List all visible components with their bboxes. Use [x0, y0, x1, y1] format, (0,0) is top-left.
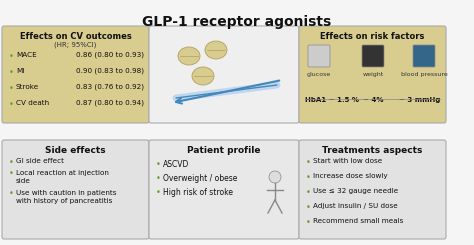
Text: (HR; 95%CI): (HR; 95%CI) [55, 42, 97, 49]
Text: Adjust insulin / SU dose: Adjust insulin / SU dose [313, 203, 398, 209]
Text: •: • [9, 170, 14, 179]
Text: 0.87 (0.80 to 0.94): 0.87 (0.80 to 0.94) [76, 100, 144, 107]
Text: ASCVD: ASCVD [163, 160, 190, 169]
Text: •: • [306, 203, 311, 212]
Ellipse shape [178, 47, 200, 65]
Text: MI: MI [16, 68, 24, 74]
Text: •: • [9, 158, 14, 167]
Text: blood pressure: blood pressure [401, 72, 447, 77]
Text: Start with low dose: Start with low dose [313, 158, 382, 164]
FancyBboxPatch shape [2, 26, 149, 123]
Text: •: • [9, 68, 14, 77]
FancyBboxPatch shape [308, 45, 330, 67]
Text: Increase dose slowly: Increase dose slowly [313, 173, 388, 179]
Ellipse shape [205, 41, 227, 59]
Text: MACE: MACE [16, 52, 37, 58]
Text: •: • [306, 188, 311, 197]
Text: Local reaction at injection: Local reaction at injection [16, 170, 109, 175]
Text: GLP-1 receptor agonists: GLP-1 receptor agonists [142, 15, 332, 29]
Text: Side effects: Side effects [45, 146, 106, 155]
Text: •: • [156, 188, 161, 197]
FancyBboxPatch shape [362, 45, 384, 67]
FancyBboxPatch shape [149, 26, 299, 123]
FancyBboxPatch shape [413, 45, 435, 67]
Text: HbA1 ~ 1.5 %: HbA1 ~ 1.5 % [305, 97, 359, 103]
Ellipse shape [192, 67, 214, 85]
Text: with history of pancreatitis: with history of pancreatitis [16, 198, 112, 204]
Text: •: • [9, 84, 14, 93]
Text: side: side [16, 178, 31, 184]
Text: ~ 3 mmHg: ~ 3 mmHg [399, 97, 440, 103]
Text: 0.83 (0.76 to 0.92): 0.83 (0.76 to 0.92) [76, 84, 144, 90]
Text: •: • [9, 100, 14, 109]
Text: Use ≤ 32 gauge needle: Use ≤ 32 gauge needle [313, 188, 398, 194]
Text: Treatments aspects: Treatments aspects [322, 146, 423, 155]
Text: CV death: CV death [16, 100, 49, 106]
Text: •: • [156, 160, 161, 169]
Text: Effects on CV outcomes: Effects on CV outcomes [19, 32, 131, 41]
Text: Stroke: Stroke [16, 84, 39, 90]
Text: ~ 4%: ~ 4% [363, 97, 383, 103]
Text: •: • [156, 174, 161, 183]
Text: •: • [9, 52, 14, 61]
Text: Effects on risk factors: Effects on risk factors [320, 32, 425, 41]
Circle shape [269, 171, 281, 183]
Text: 0.86 (0.80 to 0.93): 0.86 (0.80 to 0.93) [76, 52, 144, 59]
Text: Use with caution in patients: Use with caution in patients [16, 189, 117, 196]
Text: Overweight / obese: Overweight / obese [163, 174, 237, 183]
Text: Patient profile: Patient profile [187, 146, 261, 155]
FancyBboxPatch shape [2, 140, 149, 239]
Text: •: • [9, 189, 14, 198]
Text: 0.90 (0.83 to 0.98): 0.90 (0.83 to 0.98) [76, 68, 144, 74]
Text: Recommend small meals: Recommend small meals [313, 218, 403, 224]
Text: •: • [306, 218, 311, 227]
Text: weight: weight [363, 72, 383, 77]
FancyBboxPatch shape [299, 26, 446, 123]
Text: High risk of stroke: High risk of stroke [163, 188, 233, 197]
Text: •: • [306, 158, 311, 167]
Text: •: • [306, 173, 311, 182]
FancyBboxPatch shape [149, 140, 299, 239]
Text: glucose: glucose [307, 72, 331, 77]
FancyBboxPatch shape [299, 140, 446, 239]
Text: GI side effect: GI side effect [16, 158, 64, 164]
